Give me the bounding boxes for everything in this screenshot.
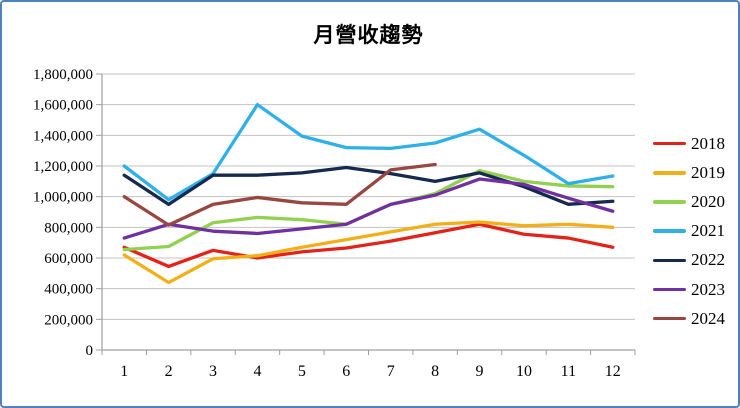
legend-label: 2023 <box>691 279 725 299</box>
chart-title: 月營收趨勢 <box>313 23 424 47</box>
legend-label: 2021 <box>691 221 725 241</box>
x-axis-label: 9 <box>476 363 484 380</box>
legend-item-2021: 2021 <box>653 217 725 246</box>
legend-line-swatch <box>653 287 686 292</box>
legend-line-swatch <box>653 229 686 233</box>
legend-line-swatch <box>653 316 686 321</box>
legend-label: 2020 <box>691 191 725 211</box>
legend-item-2023: 2023 <box>653 275 725 304</box>
legend-line-swatch <box>653 141 686 146</box>
legend-label: 2024 <box>691 308 725 328</box>
y-axis-label: 1,200,000 <box>33 159 93 175</box>
legend-line-swatch <box>653 171 686 175</box>
series-line-2023 <box>122 177 615 240</box>
series-line-2018 <box>122 222 615 269</box>
legend-item-2020: 2020 <box>653 187 725 216</box>
legend: 2018 2019 2020 2021 2022 2023 2024 <box>653 129 725 333</box>
x-axis-label: 3 <box>209 363 217 380</box>
x-axis-label: 4 <box>253 363 261 380</box>
y-axis-label: 1,000,000 <box>33 190 93 206</box>
y-axis-label: 400,000 <box>44 282 93 298</box>
legend-line-swatch <box>653 200 686 204</box>
legend-label: 2018 <box>691 133 725 153</box>
legend-item-2024: 2024 <box>653 304 725 333</box>
y-axis-label: 1,800,000 <box>33 67 93 83</box>
series-line-2024 <box>122 162 437 227</box>
x-axis-label: 1 <box>120 363 128 380</box>
legend-label: 2022 <box>691 250 725 270</box>
y-axis-label: 1,400,000 <box>33 128 93 144</box>
x-axis-label: 7 <box>387 363 395 380</box>
x-axis-label: 11 <box>561 363 576 380</box>
x-axis-label: 8 <box>431 363 439 380</box>
x-axis-label: 2 <box>165 363 173 380</box>
y-axis-label: 1,600,000 <box>33 98 93 114</box>
series-line-2019 <box>122 220 615 285</box>
y-axis-label: 800,000 <box>44 220 93 236</box>
legend-label: 2019 <box>691 162 725 182</box>
y-axis-label: 0 <box>86 343 94 359</box>
legend-item-2022: 2022 <box>653 246 725 275</box>
legend-item-2018: 2018 <box>653 129 725 158</box>
x-axis-label: 10 <box>516 363 532 380</box>
x-axis-label: 6 <box>342 363 350 380</box>
legend-line-swatch <box>653 258 686 263</box>
x-axis-label: 12 <box>605 363 621 380</box>
series-line-2022 <box>122 165 615 206</box>
legend-item-2019: 2019 <box>653 158 725 187</box>
y-axis-label: 200,000 <box>44 312 93 328</box>
y-axis-label: 600,000 <box>44 251 93 267</box>
series-line-2021 <box>122 103 615 202</box>
x-axis-label: 5 <box>298 363 306 380</box>
